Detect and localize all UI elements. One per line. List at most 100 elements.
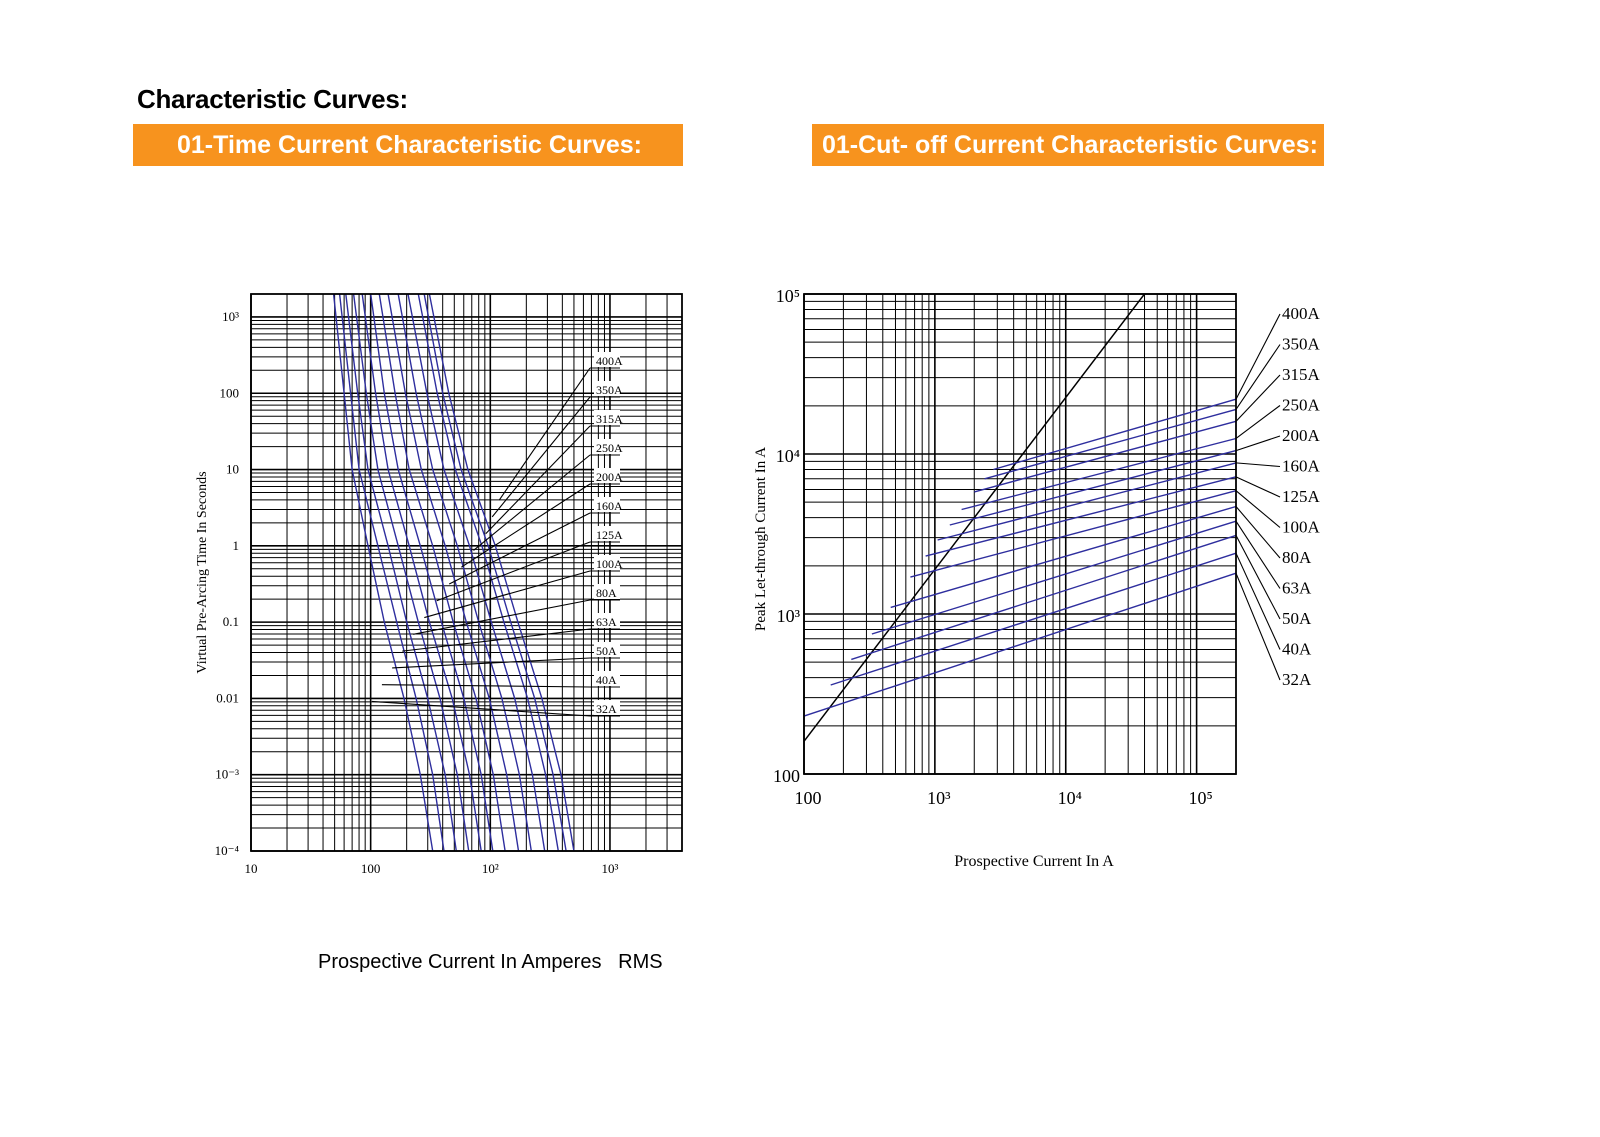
y-tick-label: 100 [220,385,240,400]
x-tick-label: 10² [482,861,499,876]
curve-160A [937,462,1237,541]
plot-frame [250,293,683,852]
label-leader-63A [1235,520,1281,589]
rating-label-32A: 32A [1282,670,1312,689]
rating-label-400A: 400A [596,354,623,368]
cut-off-current-chart: 400A 350A 315A 250A 200A 160A 125A 100A 80A 63A 50… [753,286,1321,870]
label-leader-160A [1235,462,1281,468]
label-leader-400A [498,367,591,501]
rating-label-315A: 315A [596,412,623,426]
curve-315A [974,420,1237,493]
y-tick-label: 10³ [777,606,801,626]
y-tick-label: 1 [233,538,240,553]
rating-label-40A: 40A [596,673,617,687]
label-leader-80A [413,599,591,635]
curve-63A [871,520,1237,635]
label-leader-100A [1235,490,1281,528]
time-current-banner: 01-Time Current Characteristic Curves: [133,124,683,166]
rating-label-50A: 50A [596,644,617,658]
x-axis-title: Prospective Current In A [954,853,1114,870]
label-leader-400A [1235,313,1281,400]
curve-400A [993,398,1237,471]
rating-label-160A: 160A [596,499,623,513]
curve-200A [949,449,1237,526]
cut-off-current-banner: 01-Cut- off Current Characteristic Curve… [812,124,1324,166]
curve-400A [428,293,575,852]
curve-125A [378,293,506,852]
label-leader-160A [448,512,591,585]
rating-label-80A: 80A [1282,548,1312,567]
label-leader-200A [461,483,591,568]
rating-label-32A: 32A [596,702,617,716]
rating-label-125A: 125A [1282,487,1321,506]
rating-label-350A: 350A [596,383,623,397]
label-background [594,381,620,396]
y-tick-label: 0.01 [216,690,239,705]
label-leader-40A [1235,552,1281,650]
label-background [594,642,620,657]
curve-40A [830,552,1237,686]
rating-label-63A: 63A [596,615,617,629]
label-background [594,584,620,599]
label-background [594,613,620,628]
x-tick-label: 10³ [927,788,951,808]
y-tick-label: 10⁴ [776,446,800,466]
label-leader-32A [371,700,591,717]
rating-label-160A: 160A [1282,457,1321,476]
curve-200A [397,293,532,852]
page-heading: Characteristic Curves: [137,84,408,114]
curve-250A [961,437,1237,511]
rating-label-125A: 125A [596,528,623,542]
rating-label-350A: 350A [1282,335,1321,354]
rating-label-80A: 80A [596,586,617,600]
curve-100A [370,293,494,852]
label-background [594,671,620,686]
label-leader-50A [392,657,591,669]
curve-80A [361,293,482,852]
rating-label-400A: 400A [1282,304,1321,323]
curve-80A [890,505,1237,609]
plot-frame [803,293,1237,775]
x-tick-label: 100 [795,788,822,808]
rating-label-250A: 250A [596,441,623,455]
reference-line [803,293,1146,742]
curve-160A [387,293,520,852]
rating-label-315A: 315A [1282,365,1321,384]
rating-label-100A: 100A [1282,518,1321,537]
y-axis-title: Peak Let-through Current In A [753,447,769,631]
curve-350A [984,408,1237,480]
label-leader-250A [473,454,591,551]
label-background [594,700,620,715]
curve-125A [925,476,1237,557]
curve-315A [417,293,559,852]
label-background [594,526,620,541]
curve-63A [352,293,470,852]
label-background [594,439,620,454]
rating-label-40A: 40A [1282,640,1312,659]
label-leader-80A [1235,506,1281,559]
label-background [594,497,620,512]
label-background [594,555,620,570]
curve-350A [423,293,567,852]
label-background [594,410,620,425]
x-tick-label: 10³ [602,861,619,876]
time-current-x-axis-title: Prospective Current In Amperes RMS [318,951,663,973]
y-tick-label: 10⁻⁴ [215,843,240,858]
curve-32A [332,293,434,852]
label-background [594,468,620,483]
rating-label-50A: 50A [1282,609,1312,628]
x-tick-label: 10⁴ [1058,788,1082,808]
curve-40A [338,293,445,852]
label-leader-40A [381,684,591,688]
label-leader-125A [1235,476,1281,498]
y-tick-label: 10³ [222,309,239,324]
label-leader-200A [1235,435,1281,452]
label-leader-350A [491,396,591,518]
label-leader-350A [1235,344,1281,410]
x-tick-label: 10 [245,861,258,876]
label-leader-32A [1235,572,1281,681]
curve-250A [407,293,546,852]
rating-label-63A: 63A [1282,579,1312,598]
label-background [594,352,620,367]
y-tick-label: 10 [226,462,239,477]
